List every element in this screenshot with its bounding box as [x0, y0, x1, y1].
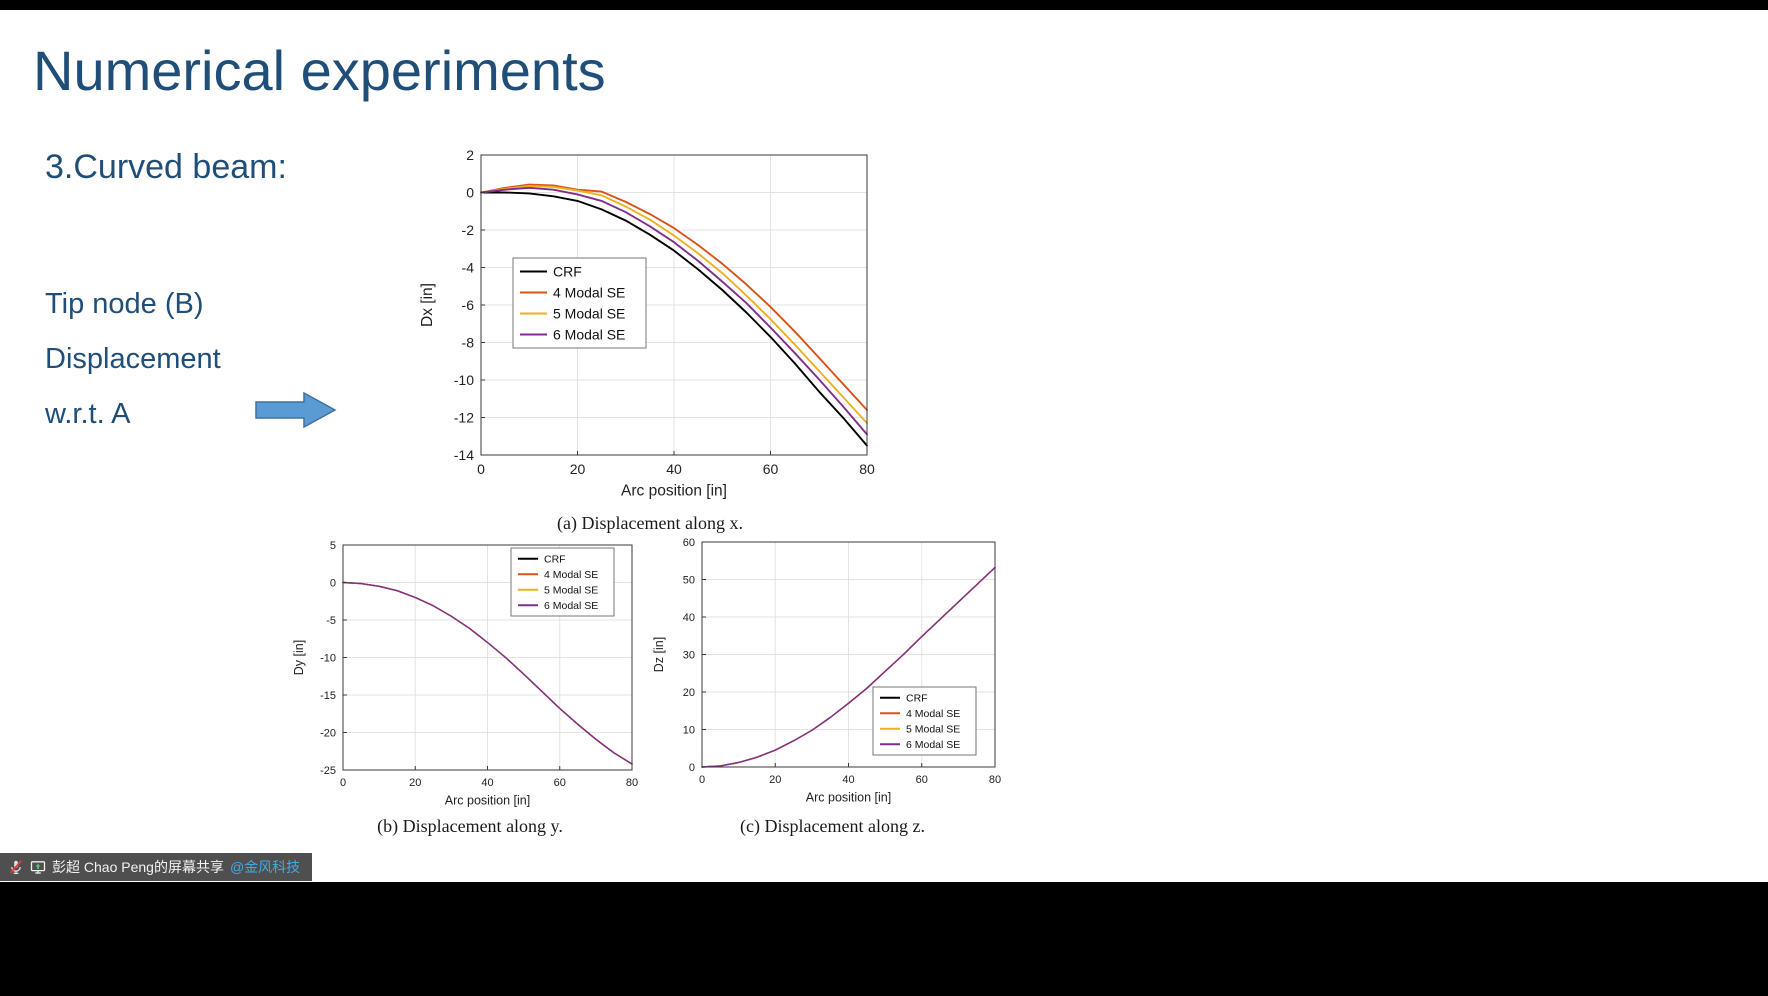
svg-text:60: 60: [554, 777, 566, 789]
svg-text:60: 60: [683, 537, 695, 549]
svg-text:CRF: CRF: [553, 263, 582, 279]
svg-text:0: 0: [689, 762, 695, 774]
svg-text:0: 0: [466, 184, 474, 200]
slide: Numerical experiments 3.Curved beam: Tip…: [0, 10, 1768, 882]
svg-text:20: 20: [570, 461, 586, 477]
screen-share-toast: 彭超 Chao Peng的屏幕共享 @金风科技: [0, 853, 313, 881]
svg-text:Dx [in]: Dx [in]: [419, 283, 436, 327]
svg-text:4 Modal SE: 4 Modal SE: [906, 708, 960, 720]
svg-text:-12: -12: [454, 409, 474, 425]
svg-text:0: 0: [477, 461, 485, 477]
svg-text:5: 5: [330, 540, 336, 552]
svg-text:-10: -10: [454, 372, 474, 388]
svg-text:CRF: CRF: [544, 553, 566, 565]
svg-text:40: 40: [842, 774, 854, 786]
svg-text:Arc position [in]: Arc position [in]: [621, 483, 727, 500]
svg-text:CRF: CRF: [906, 692, 928, 704]
share-text: 彭超 Chao Peng的屏幕共享: [52, 859, 224, 875]
svg-text:30: 30: [683, 649, 695, 661]
caption-a: (a) Displacement along x.: [557, 513, 743, 533]
arrow-right-shape: [255, 391, 337, 429]
svg-text:-8: -8: [462, 334, 475, 350]
caption-b: (b) Displacement along y.: [377, 816, 563, 836]
svg-text:80: 80: [859, 461, 875, 477]
svg-text:Arc position [in]: Arc position [in]: [445, 794, 530, 808]
bottom-black-bar: [0, 882, 1768, 996]
svg-text:-20: -20: [320, 727, 336, 739]
svg-text:Dz [in]: Dz [in]: [652, 637, 666, 672]
note-tip-node: Tip node (B): [45, 288, 204, 320]
svg-text:6 Modal SE: 6 Modal SE: [553, 326, 625, 342]
svg-text:Dy [in]: Dy [in]: [292, 640, 306, 675]
screen-share-icon: [30, 861, 46, 874]
svg-text:20: 20: [769, 774, 781, 786]
svg-text:Arc position [in]: Arc position [in]: [806, 791, 891, 805]
svg-text:40: 40: [666, 461, 682, 477]
svg-text:5 Modal SE: 5 Modal SE: [553, 305, 625, 321]
svg-text:-6: -6: [462, 297, 475, 313]
svg-text:5 Modal SE: 5 Modal SE: [906, 723, 960, 735]
svg-text:4 Modal SE: 4 Modal SE: [553, 284, 625, 300]
svg-text:6 Modal SE: 6 Modal SE: [906, 739, 960, 751]
svg-text:-2: -2: [462, 222, 475, 238]
note-wrt-a: w.r.t. A: [45, 398, 131, 430]
svg-text:10: 10: [683, 724, 695, 736]
svg-text:40: 40: [683, 612, 695, 624]
svg-text:-14: -14: [454, 447, 474, 463]
caption-c: (c) Displacement along z.: [740, 816, 925, 836]
svg-text:0: 0: [340, 777, 346, 789]
svg-text:2: 2: [466, 147, 474, 163]
note-displacement: Displacement: [45, 343, 221, 375]
svg-text:80: 80: [989, 774, 1001, 786]
svg-text:5 Modal SE: 5 Modal SE: [544, 584, 598, 596]
svg-text:50: 50: [683, 574, 695, 586]
svg-text:-15: -15: [320, 690, 336, 702]
svg-text:20: 20: [409, 777, 421, 789]
svg-text:-10: -10: [320, 652, 336, 664]
svg-text:60: 60: [916, 774, 928, 786]
muted-mic-icon: [9, 860, 23, 875]
svg-text:-4: -4: [462, 259, 475, 275]
svg-text:4 Modal SE: 4 Modal SE: [544, 569, 598, 581]
svg-text:0: 0: [699, 774, 705, 786]
svg-text:-5: -5: [326, 615, 336, 627]
section-heading: 3.Curved beam:: [45, 148, 287, 186]
svg-text:60: 60: [763, 461, 779, 477]
svg-text:6 Modal SE: 6 Modal SE: [544, 600, 598, 612]
slide-title: Numerical experiments: [33, 39, 606, 102]
svg-text:0: 0: [330, 577, 336, 589]
chart-displacement-y: 0 20 40 60 80 5 0 -5 -10 -15 -20 -25 Arc position [i…: [292, 540, 638, 808]
svg-text:20: 20: [683, 687, 695, 699]
share-link[interactable]: @金风科技: [229, 859, 301, 875]
svg-text:-25: -25: [320, 765, 336, 777]
svg-text:80: 80: [626, 777, 638, 789]
chart-displacement-z: 0 20 40 60 80 0 10 20 30 40 50 60 Arc position [in] D…: [652, 537, 1001, 805]
svg-text:40: 40: [481, 777, 493, 789]
